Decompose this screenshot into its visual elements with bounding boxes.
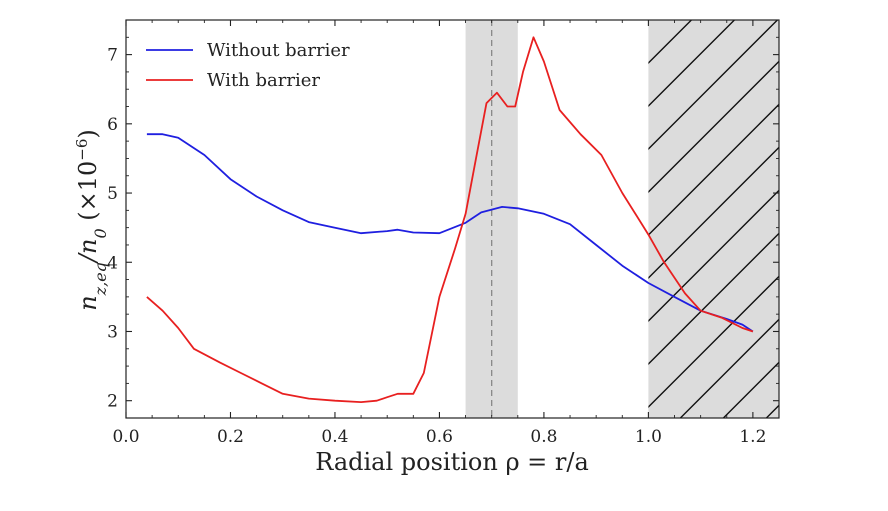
series-line-1	[146, 36, 754, 403]
y-tick-label: 2	[107, 392, 118, 412]
legend: Without barrier With barrier	[146, 40, 350, 91]
hatch-line	[648, 20, 778, 150]
y-tick-label: 3	[107, 322, 118, 342]
hatch-line	[648, 146, 779, 279]
y-tick-label: 4	[107, 253, 118, 273]
x-tick-label: 0.6	[426, 427, 453, 447]
hatch-lines	[648, 20, 888, 418]
x-tick-label: 1.2	[739, 427, 766, 447]
hatch-line	[648, 20, 735, 107]
hatch-line	[648, 60, 779, 193]
y-axis-label: nz,eq/n0 (×10−6)	[73, 129, 110, 311]
hatch-line	[809, 20, 888, 418]
hatch-line	[648, 275, 779, 408]
plot-regions	[465, 20, 888, 418]
hatch-line	[648, 189, 779, 322]
series-group	[146, 36, 754, 403]
y-tick-label: 5	[107, 184, 118, 204]
x-axis-label: Radial position ρ = r/a	[315, 448, 589, 476]
hatch-line	[648, 103, 779, 236]
hatch-line	[765, 404, 779, 418]
y-tick-label: 7	[107, 46, 118, 66]
x-tick-label: 0.2	[217, 427, 244, 447]
hatch-line	[679, 318, 779, 418]
x-axis: 0.0 0.2 0.4 0.6 0.8 1.0 1.2	[112, 20, 766, 447]
hatch-line	[648, 232, 779, 365]
x-tick-label: 1.0	[635, 427, 662, 447]
legend-label-without-barrier: Without barrier	[207, 40, 350, 61]
plot-frame	[125, 19, 780, 419]
y-tick-label: 6	[107, 115, 118, 135]
hatch-line	[852, 20, 888, 418]
hatched-region	[648, 20, 779, 418]
shaded-band	[465, 20, 518, 418]
y-axis: 2 3 4 5 6 7	[107, 36, 779, 412]
legend-label-with-barrier: With barrier	[207, 70, 320, 91]
x-tick-label: 0.4	[321, 427, 348, 447]
x-tick-label: 0.0	[112, 427, 139, 447]
x-tick-label: 0.8	[530, 427, 557, 447]
series-line-0	[146, 133, 754, 333]
